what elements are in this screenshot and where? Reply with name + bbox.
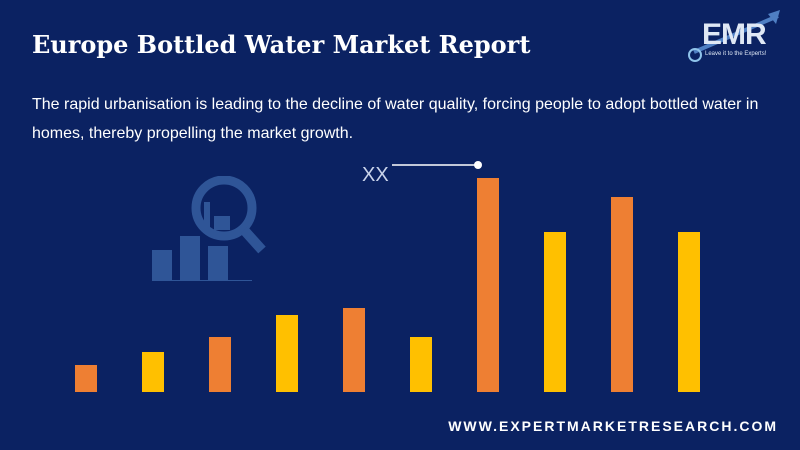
annotation-dot: [474, 161, 482, 169]
bar-2: [142, 352, 164, 392]
description: The rapid urbanisation is leading to the…: [32, 96, 759, 142]
bar-6: [410, 337, 432, 392]
bar-8: [544, 232, 566, 392]
bar-10: [678, 232, 700, 392]
emr-logo: EMR Leave it to the Experts!: [680, 8, 790, 64]
bar-9: [611, 197, 633, 392]
page-title: Europe Bottled Water Market Report: [32, 30, 531, 59]
annotation-label: XX: [362, 164, 389, 186]
logo-tagline: Leave it to the Experts!: [705, 51, 767, 57]
logo-text: EMR: [702, 18, 767, 51]
ring-icon: [688, 48, 702, 62]
arrow-icon: [693, 10, 780, 54]
bar-7: [477, 178, 499, 392]
bar-4: [276, 315, 298, 392]
website-url: WWW.EXPERTMARKETRESEARCH.COM: [448, 418, 778, 434]
bar-1: [75, 365, 97, 392]
bar-5: [343, 308, 365, 392]
analytics-magnifier-icon: [152, 176, 266, 281]
bar-3: [209, 337, 231, 392]
